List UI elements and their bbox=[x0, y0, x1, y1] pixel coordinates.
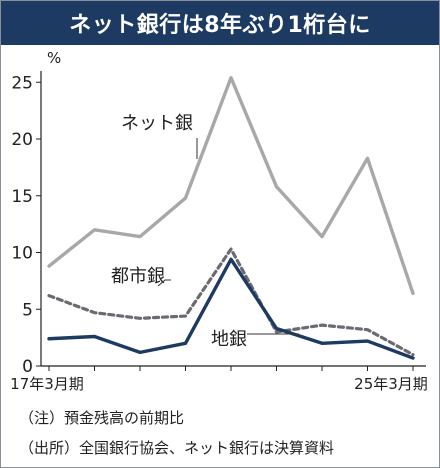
y-tick-label: 25 bbox=[11, 73, 33, 93]
series-line-1 bbox=[47, 76, 415, 296]
x-tick-label: 17年3月期 bbox=[10, 375, 84, 393]
y-tick-label: 10 bbox=[11, 244, 33, 264]
series-layer bbox=[47, 76, 415, 360]
series-line-3 bbox=[47, 257, 415, 360]
notes: （注）預金残高の前期比 （出所）全国銀行協会、ネット銀行は決算資料 bbox=[19, 403, 334, 463]
series-label-2: 都市銀 bbox=[111, 266, 165, 287]
y-tick-label: 15 bbox=[11, 187, 33, 207]
y-tick-label: 20 bbox=[11, 130, 33, 150]
series-label-3: 地銀 bbox=[211, 329, 247, 350]
series-line-2 bbox=[47, 247, 415, 357]
y-axis-unit: % bbox=[47, 49, 61, 67]
y-tick-label: 0 bbox=[22, 357, 33, 377]
y-tick-label: 5 bbox=[22, 300, 33, 320]
series-label-1: ネット銀 bbox=[121, 113, 193, 134]
note-text: （注）預金残高の前期比 bbox=[19, 409, 185, 427]
source-text: （出所）全国銀行協会、ネット銀行は決算資料 bbox=[19, 439, 335, 457]
chart-title: ネット銀行は8年ぶり1桁台に bbox=[1, 1, 439, 45]
x-tick-label: 25年3月期 bbox=[354, 375, 428, 393]
series-leader-line-2 bbox=[157, 279, 171, 287]
axes: % 0 5 10 15 20 25 17年3月期 25年3月期 bbox=[10, 49, 428, 393]
